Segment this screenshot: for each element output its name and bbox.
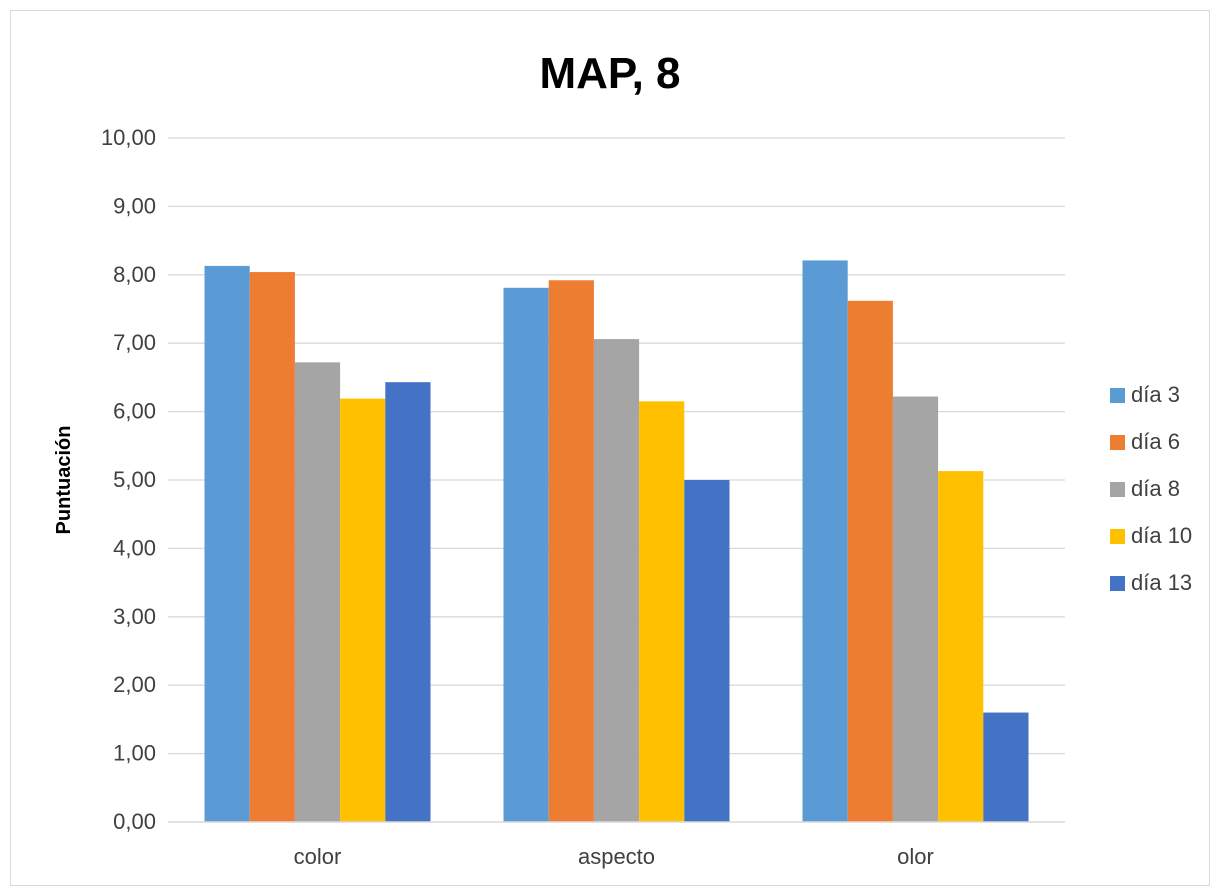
bar [503,287,549,822]
y-tick-label: 7,00 [113,330,156,355]
legend-item: día 10 [1110,519,1192,553]
bar [385,382,431,822]
bar [294,362,341,822]
legend: día 3 día 6 día 8 día 10 día 13 [1110,378,1192,613]
y-tick-label: 0,00 [113,809,156,834]
legend-label: día 3 [1131,382,1180,407]
bar [684,480,730,822]
y-axis-label: Puntuación [53,426,75,535]
bars [204,260,1029,823]
legend-item: día 8 [1110,472,1192,506]
x-tick-label: aspecto [578,844,655,869]
bar [983,712,1029,822]
legend-item: día 13 [1110,566,1192,600]
legend-item: día 6 [1110,425,1192,459]
legend-label: día 8 [1131,476,1180,501]
y-tick-label: 3,00 [113,604,156,629]
bar [249,272,295,823]
y-tick-label: 4,00 [113,535,156,560]
x-tick-label: color [294,844,342,869]
legend-swatch [1110,481,1125,497]
y-tick-label: 1,00 [113,741,156,766]
legend-swatch [1110,575,1125,591]
legend-label: día 6 [1131,429,1180,454]
legend-swatch [1110,387,1125,403]
bar [548,280,594,823]
y-tick-label: 5,00 [113,467,156,492]
bar [340,398,386,822]
y-tick-label: 10,00 [101,125,156,150]
bar [847,300,893,822]
bar [204,265,250,823]
chart-title: MAP, 8 [539,49,680,98]
bar [593,339,640,822]
axes: 0,00 1,00 2,00 3,00 4,00 5,00 6,00 7,00 8,00 9,00… [101,125,1065,869]
x-tick-label: olor [897,844,934,869]
bar [639,401,685,822]
y-tick-label: 6,00 [113,399,156,424]
legend-swatch [1110,434,1125,450]
legend-label: día 10 [1131,523,1193,548]
bar [938,471,984,822]
y-tick-label: 8,00 [113,262,156,287]
legend-label: día 13 [1131,570,1193,595]
bar [892,396,939,822]
legend-swatch [1110,528,1125,544]
bar [802,260,848,822]
legend-item: día 3 [1110,378,1192,412]
y-tick-label: 2,00 [113,672,156,697]
y-tick-label: 9,00 [113,193,156,218]
